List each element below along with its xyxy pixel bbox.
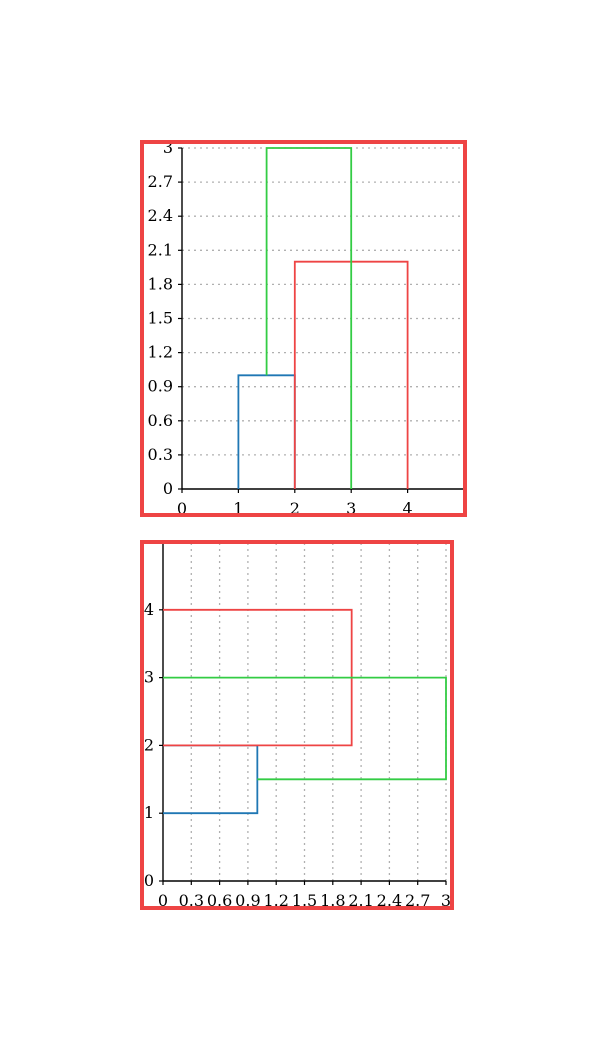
x-tick-label-2: 0.6 [207,891,232,910]
y-tick-label-2: 0.6 [148,411,173,430]
x-tick-label-4: 1.2 [263,891,288,910]
vertical-dendrogram-panel: 0 0.3 0.6 0.9 1.2 1.5 1.8 2.1 2.4 2.7 3 0 1 2 3 4 [140,138,467,518]
x-tick-label-6: 1.8 [320,891,345,910]
dendrogram-link-0 [237,374,296,489]
y-tick-label-5: 1.5 [148,309,173,328]
y-tick-label-0: 0 [163,479,173,498]
y-tick-label-6: 1.8 [148,274,173,293]
y-tick-label-1: 1 [144,803,154,822]
y-tick-label-1: 0.3 [148,445,173,464]
x-tick-label-0: 0 [177,499,187,518]
x-tick-label-0: 0 [158,891,168,910]
x-tick-label-1: 1 [233,499,243,518]
x-tick-label-7: 2.1 [348,891,373,910]
dendrogram-link-2 [265,147,353,489]
x-tick-label-8: 2.4 [377,891,402,910]
x-tick-label-1: 0.3 [179,891,204,910]
dendrogram-link-2 [163,676,447,781]
y-tick-label-4: 1.2 [148,343,173,362]
dendrogram-link-0 [163,744,259,815]
x-tick-label-2: 2 [290,499,300,518]
y-tick-label-3: 3 [144,668,154,687]
y-tick-label-4: 4 [144,600,154,619]
x-tick-label-5: 1.5 [292,891,317,910]
horizontal-dendrogram-panel: 0 1 2 3 4 0 0.3 0.6 0.9 1.2 1.5 1.8 2.1 2.4 2.7 3 [140,540,454,910]
y-tick-label-9: 2.7 [148,172,173,191]
y-tick-label-2: 2 [144,735,154,754]
x-tick-label-4: 4 [403,499,413,518]
y-tick-label-3: 0.9 [148,377,173,396]
x-tick-label-3: 3 [346,499,356,518]
x-tick-label-10: 3 [441,891,451,910]
panel-frame [140,140,467,517]
y-tick-label-8: 2.4 [148,206,173,225]
y-tick-label-0: 0 [144,871,154,890]
x-tick-label-3: 0.9 [235,891,260,910]
panel-frame [140,540,454,910]
x-tick-label-9: 2.7 [405,891,430,910]
y-tick-label-7: 2.1 [148,240,173,259]
y-tick-label-10: 3 [163,138,173,157]
